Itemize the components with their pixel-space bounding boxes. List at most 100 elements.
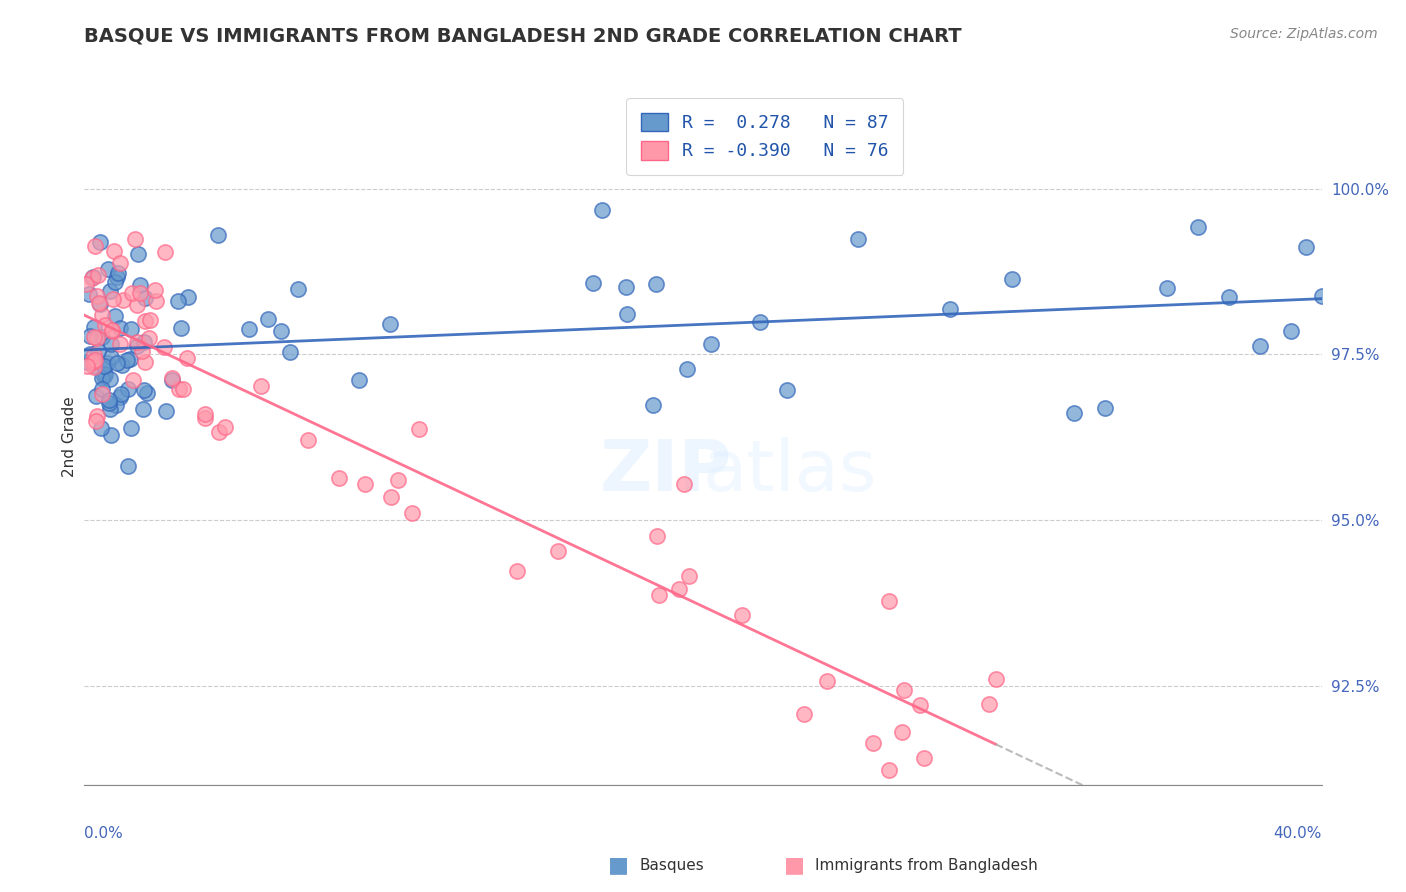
Point — [862, 736, 884, 750]
Point — [668, 582, 690, 597]
Point — [104, 275, 127, 289]
Point — [347, 373, 370, 387]
Point — [108, 337, 131, 351]
Point — [129, 285, 152, 300]
Point — [647, 588, 669, 602]
Point — [82, 270, 104, 285]
Point — [749, 315, 772, 329]
Point — [616, 307, 638, 321]
Point — [84, 359, 107, 374]
Point — [134, 335, 156, 350]
Point — [167, 382, 190, 396]
Point — [591, 203, 613, 218]
Point — [582, 276, 605, 290]
Point — [162, 370, 184, 384]
Point — [98, 285, 121, 299]
Point — [194, 410, 217, 425]
Point — [89, 295, 111, 310]
Text: 40.0%: 40.0% — [1274, 827, 1322, 841]
Point — [86, 414, 108, 428]
Point — [207, 425, 229, 439]
Point — [120, 322, 142, 336]
Point — [83, 353, 105, 368]
Point — [83, 359, 105, 374]
Point — [100, 350, 122, 364]
Point — [117, 382, 139, 396]
Point — [793, 706, 815, 721]
Point — [75, 277, 97, 292]
Point — [91, 382, 114, 396]
Point — [127, 335, 149, 350]
Point — [120, 421, 142, 435]
Point — [124, 232, 146, 246]
Point — [87, 344, 110, 359]
Point — [143, 283, 166, 297]
Point — [506, 564, 529, 578]
Point — [815, 673, 838, 688]
Point — [731, 607, 754, 622]
Point — [879, 594, 901, 608]
Point — [83, 348, 105, 362]
Point — [153, 340, 176, 354]
Point — [86, 409, 108, 423]
Point — [912, 751, 935, 765]
Point — [79, 347, 101, 361]
Point — [401, 506, 423, 520]
Point — [121, 373, 143, 387]
Point — [101, 292, 124, 306]
Point — [91, 330, 114, 344]
Point — [84, 239, 107, 253]
Point — [82, 355, 104, 369]
Point — [387, 473, 409, 487]
Point — [1249, 339, 1271, 353]
Point — [76, 355, 98, 369]
Point — [1218, 290, 1240, 304]
Point — [103, 244, 125, 259]
Point — [1279, 324, 1302, 338]
Point — [641, 398, 664, 412]
Point — [134, 355, 156, 369]
Point — [207, 227, 229, 242]
Point — [76, 359, 98, 374]
Point — [378, 318, 401, 332]
Text: Basques: Basques — [640, 858, 704, 872]
Point — [172, 382, 194, 396]
Point — [108, 390, 131, 404]
Point — [256, 311, 278, 326]
Text: ZIP: ZIP — [600, 437, 733, 507]
Point — [1156, 281, 1178, 295]
Point — [97, 262, 120, 277]
Point — [98, 372, 121, 386]
Point — [86, 331, 108, 345]
Point — [700, 336, 723, 351]
Point — [107, 356, 129, 370]
Point — [98, 401, 121, 416]
Point — [166, 293, 188, 308]
Point — [134, 291, 156, 305]
Point — [678, 569, 700, 583]
Point — [86, 389, 108, 403]
Point — [1094, 401, 1116, 416]
Point — [105, 269, 128, 284]
Point — [776, 384, 799, 398]
Point — [287, 281, 309, 295]
Text: 0.0%: 0.0% — [84, 827, 124, 841]
Point — [155, 244, 177, 259]
Point — [280, 345, 302, 359]
Point — [127, 339, 149, 353]
Point — [94, 367, 117, 381]
Point — [104, 309, 127, 323]
Text: atlas: atlas — [703, 437, 877, 507]
Point — [83, 319, 105, 334]
Point — [380, 490, 402, 504]
Point — [108, 256, 131, 270]
Point — [408, 422, 430, 436]
Point — [353, 477, 375, 491]
Point — [89, 297, 111, 311]
Point — [90, 308, 112, 322]
Point — [82, 271, 104, 285]
Point — [893, 682, 915, 697]
Point — [877, 763, 900, 777]
Point — [139, 313, 162, 327]
Point — [101, 324, 124, 338]
